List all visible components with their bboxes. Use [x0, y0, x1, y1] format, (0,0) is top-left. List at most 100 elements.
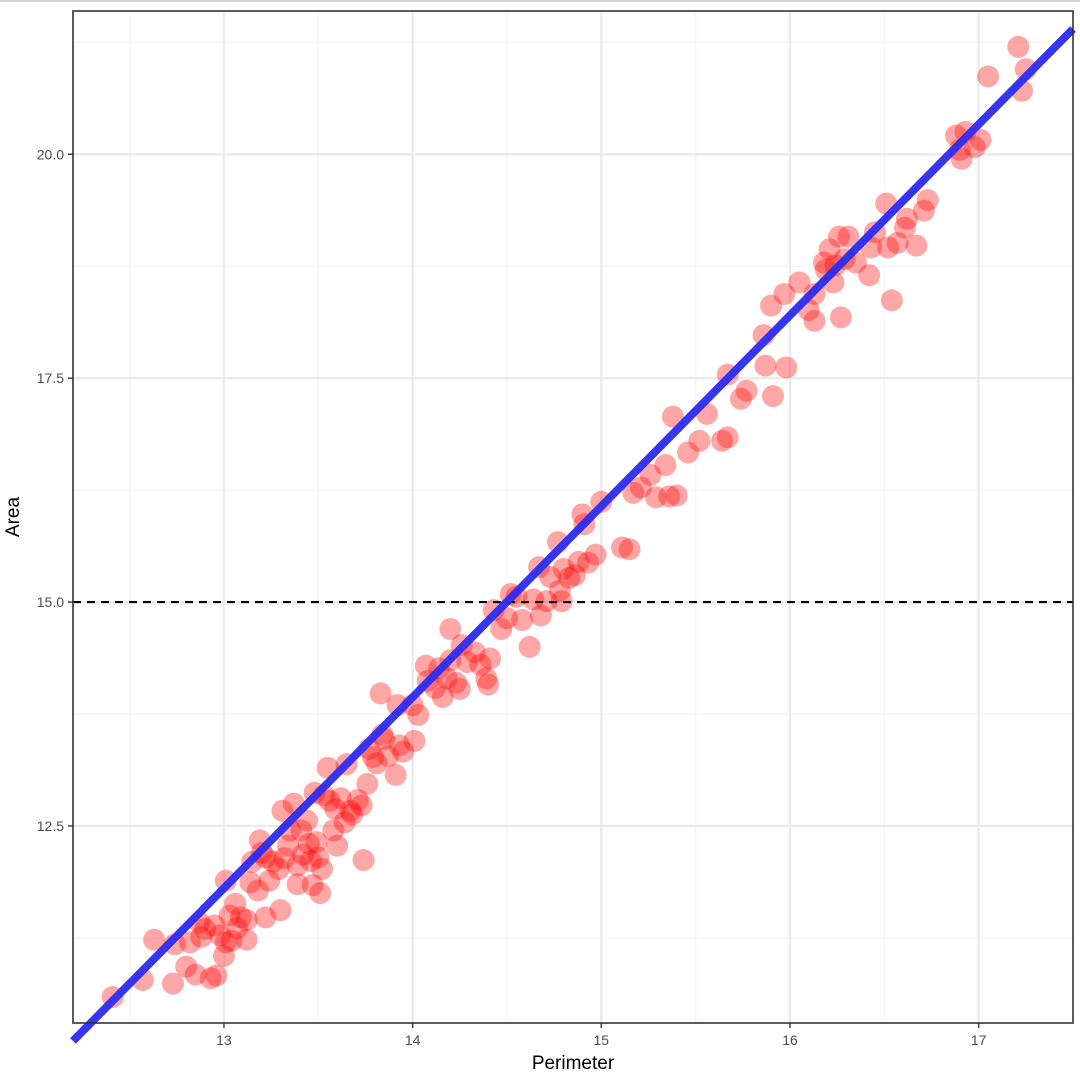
data-point	[277, 834, 300, 857]
data-point	[677, 441, 700, 464]
data-point	[658, 485, 681, 508]
y-axis-title: Area	[3, 497, 24, 538]
data-point	[297, 832, 320, 855]
data-point	[905, 234, 928, 257]
y-tick-label: 20.0	[37, 146, 64, 162]
data-point	[229, 906, 252, 929]
data-point	[235, 909, 258, 932]
data-point	[775, 356, 798, 379]
data-point	[246, 879, 269, 902]
data-point	[209, 924, 232, 947]
data-point	[456, 651, 479, 674]
data-point	[220, 929, 243, 952]
data-point	[199, 967, 222, 990]
data-point	[729, 387, 752, 410]
data-point	[639, 463, 662, 486]
data-point	[567, 550, 590, 573]
data-point	[529, 604, 552, 627]
data-point	[477, 673, 500, 696]
data-point	[403, 729, 426, 752]
data-point	[828, 225, 851, 248]
data-point	[369, 682, 392, 705]
data-point	[812, 251, 835, 274]
data-point	[258, 869, 281, 892]
data-point	[239, 871, 262, 894]
data-point	[162, 972, 184, 995]
data-point	[469, 653, 492, 676]
data-point	[286, 873, 309, 896]
data-point	[618, 538, 641, 561]
y-tick-label: 12.5	[37, 818, 64, 834]
data-point	[431, 686, 454, 709]
data-point	[716, 426, 739, 449]
data-point	[969, 128, 992, 151]
y-tick-label: 15.0	[37, 594, 64, 610]
data-point	[384, 763, 407, 786]
data-point	[445, 671, 468, 694]
data-point	[212, 944, 235, 967]
data-point	[490, 617, 513, 640]
data-point	[788, 271, 811, 294]
data-point	[539, 566, 562, 589]
data-point	[339, 799, 362, 822]
data-point	[254, 906, 277, 929]
data-point	[963, 136, 986, 159]
data-point	[662, 405, 684, 428]
x-tick-label: 13	[216, 1032, 232, 1048]
data-point	[346, 789, 369, 812]
data-point	[377, 745, 400, 768]
data-point	[190, 926, 213, 949]
data-point	[299, 849, 322, 872]
x-tick-label: 14	[405, 1032, 421, 1048]
data-point	[688, 429, 711, 452]
data-point	[205, 964, 228, 987]
data-point	[622, 481, 645, 504]
plot-panel-border	[72, 10, 1074, 1024]
data-point	[235, 928, 258, 951]
data-point	[262, 850, 284, 873]
data-point	[203, 914, 226, 937]
data-point	[916, 188, 939, 211]
data-point	[858, 264, 881, 287]
data-point	[324, 797, 347, 820]
data-point	[522, 588, 545, 611]
data-point	[518, 635, 541, 658]
data-point	[439, 617, 462, 640]
x-tick-label: 17	[971, 1032, 987, 1048]
data-point	[311, 857, 334, 880]
data-point	[350, 794, 373, 817]
data-point	[448, 677, 471, 700]
data-point	[478, 647, 501, 670]
data-point	[214, 931, 237, 954]
data-point	[803, 309, 826, 332]
data-point	[754, 354, 777, 377]
data-point	[305, 831, 328, 854]
data-point	[584, 543, 607, 566]
data-point	[577, 551, 600, 574]
data-point	[407, 703, 430, 726]
data-point	[184, 963, 207, 986]
data-point	[318, 789, 341, 812]
data-point	[773, 283, 796, 306]
data-point	[818, 238, 841, 261]
data-point	[322, 819, 345, 842]
data-point	[143, 928, 166, 951]
data-point	[563, 564, 586, 587]
data-point	[286, 854, 309, 877]
data-point	[362, 746, 384, 769]
data-point	[511, 608, 534, 631]
data-point	[550, 590, 573, 613]
data-point	[829, 306, 852, 329]
data-point	[558, 566, 581, 589]
y-tick-label: 17.5	[37, 370, 64, 386]
data-point	[292, 843, 315, 866]
data-point	[1007, 35, 1030, 58]
data-point	[645, 486, 668, 509]
data-point	[414, 654, 437, 677]
data-point	[224, 892, 247, 915]
data-point	[388, 734, 411, 757]
data-point	[886, 231, 909, 254]
data-point	[333, 811, 356, 834]
data-point	[352, 849, 375, 872]
